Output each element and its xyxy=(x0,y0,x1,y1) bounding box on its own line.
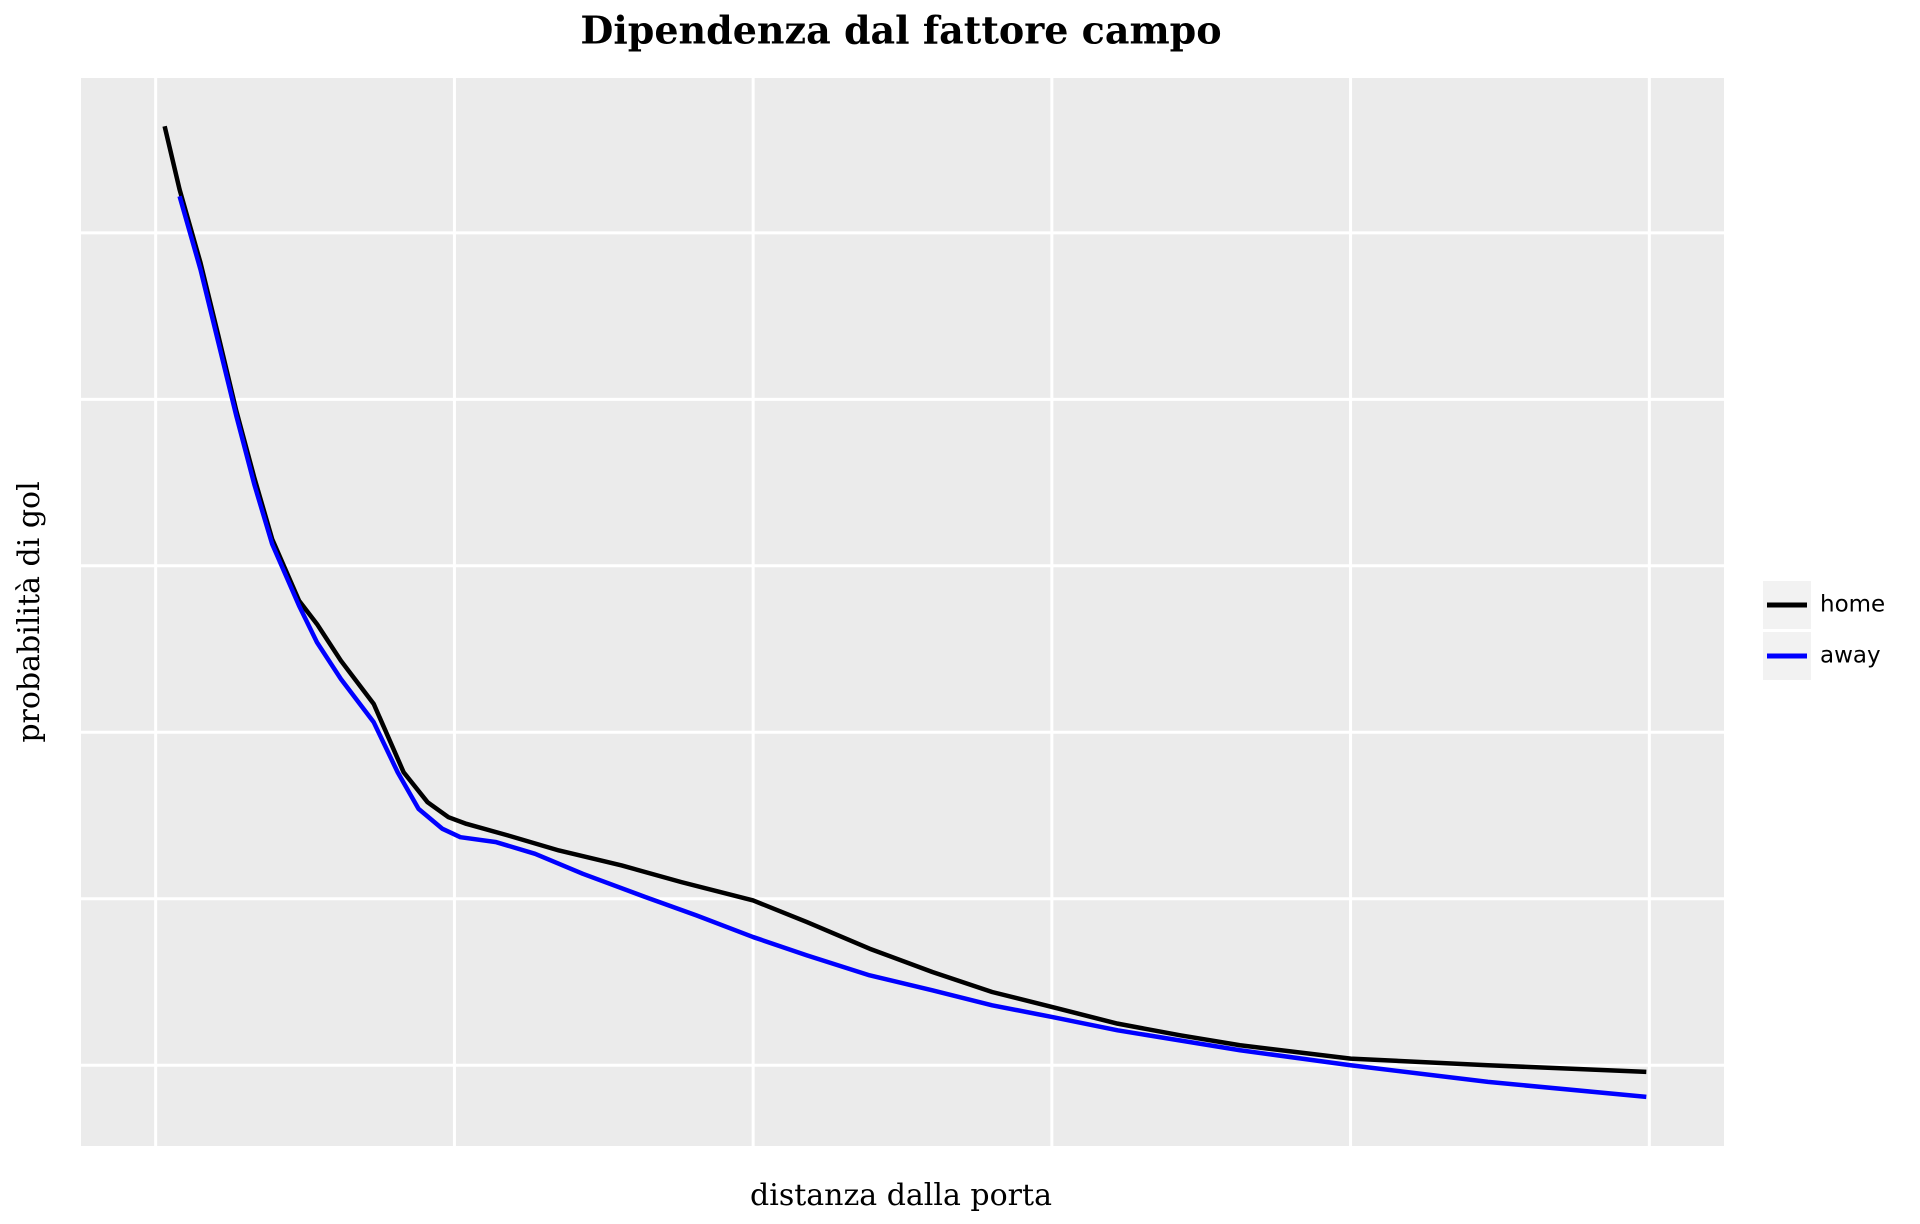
legend-label: home xyxy=(1820,592,1885,618)
y-axis-label: probabilità di gol xyxy=(12,481,47,742)
legend-label: away xyxy=(1820,643,1881,669)
line-series xyxy=(177,195,1647,1100)
chart-title: Dipendenza dal fattore campo xyxy=(580,8,1221,53)
panel xyxy=(81,78,1724,1146)
x-axis-label: distanza dalla porta xyxy=(750,1178,1052,1213)
